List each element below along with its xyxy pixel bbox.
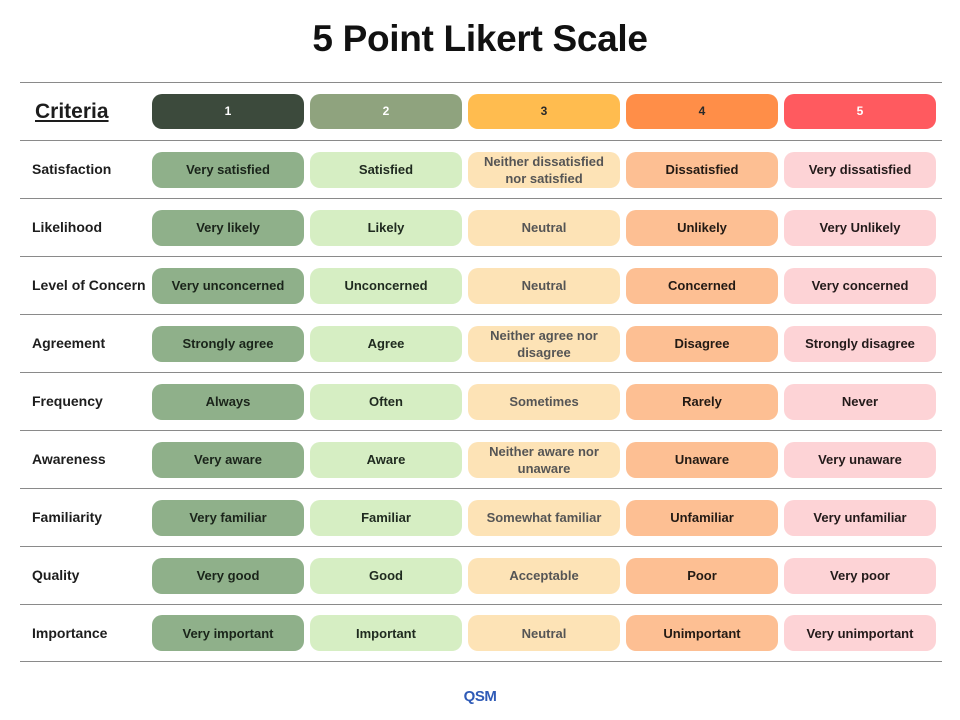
option-cell: Very concerned (784, 267, 936, 304)
row-options: Always Often Sometimes Rarely Never (152, 383, 936, 420)
table-row: Likelihood Very likely Likely Neutral Un… (20, 198, 942, 256)
row-criteria: Awareness (32, 451, 106, 467)
option-cell: Poor (626, 557, 778, 594)
row-criteria: Satisfaction (32, 161, 112, 177)
option-cell: Agree (310, 325, 462, 362)
option-cell: Good (310, 557, 462, 594)
scale-point-3: 3 (468, 94, 620, 129)
option-cell: Unlikely (626, 209, 778, 246)
row-criteria: Frequency (32, 393, 103, 409)
row-criteria: Importance (32, 624, 108, 641)
option-cell: Neither aware nor unaware (468, 441, 620, 478)
option-cell: Likely (310, 209, 462, 246)
row-options: Very aware Aware Neither aware nor unawa… (152, 441, 936, 478)
option-cell: Very unaware (784, 441, 936, 478)
option-cell: Somewhat familiar (468, 499, 620, 536)
option-cell: Very poor (784, 557, 936, 594)
option-cell: Often (310, 383, 462, 420)
option-cell: Familiar (310, 499, 462, 536)
scale-point-2: 2 (310, 94, 462, 129)
row-options: Very unconcerned Unconcerned Neutral Con… (152, 267, 936, 304)
criteria-header: Criteria (35, 100, 109, 123)
option-cell: Very good (152, 557, 304, 594)
scale-point-5: 5 (784, 94, 936, 129)
table-row: Importance Very important Important Neut… (20, 604, 942, 662)
row-options: Very satisfied Satisfied Neither dissati… (152, 151, 936, 188)
row-criteria: Familiarity (32, 509, 103, 525)
table-row: Awareness Very aware Aware Neither aware… (20, 430, 942, 488)
option-cell: Neutral (468, 267, 620, 304)
option-cell: Unaware (626, 441, 778, 478)
option-cell: Neither agree nor disagree (468, 325, 620, 362)
table-row: Level of Concern Very unconcerned Unconc… (20, 256, 942, 314)
option-cell: Disagree (626, 325, 778, 362)
option-cell: Acceptable (468, 557, 620, 594)
page-title: 5 Point Likert Scale (312, 18, 648, 59)
option-cell: Very important (152, 615, 304, 651)
option-cell: Very familiar (152, 499, 304, 536)
scale-header-cells: 1 2 3 4 5 (152, 94, 936, 129)
scale-point-4: 4 (626, 94, 778, 129)
option-cell: Very aware (152, 441, 304, 478)
qsm-logo: QSM (463, 688, 497, 705)
option-cell: Very dissatisfied (784, 151, 936, 188)
option-cell: Neither dissatisfied nor satisfied (468, 151, 620, 188)
option-cell: Unfamiliar (626, 499, 778, 536)
row-criteria: Level of Concern (32, 277, 146, 293)
header-row: Criteria 1 2 3 4 5 (20, 82, 942, 140)
option-cell: Satisfied (310, 151, 462, 188)
option-cell: Aware (310, 441, 462, 478)
option-cell: Very unfamiliar (784, 499, 936, 536)
table-row: Satisfaction Very satisfied Satisfied Ne… (20, 140, 942, 198)
row-criteria: Likelihood (32, 219, 102, 235)
option-cell: Unconcerned (310, 267, 462, 304)
table-row: Quality Very good Good Acceptable Poor V… (20, 546, 942, 604)
table-row: Agreement Strongly agree Agree Neither a… (20, 314, 942, 372)
option-cell: Dissatisfied (626, 151, 778, 188)
option-cell: Sometimes (468, 383, 620, 420)
option-cell: Rarely (626, 383, 778, 420)
option-cell: Very unconcerned (152, 267, 304, 304)
option-cell: Very unimportant (784, 615, 936, 651)
table-row: Familiarity Very familiar Familiar Somew… (20, 488, 942, 546)
option-cell: Neutral (468, 615, 620, 651)
option-cell: Unimportant (626, 615, 778, 651)
option-cell: Concerned (626, 267, 778, 304)
option-cell: Never (784, 383, 936, 420)
option-cell: Very satisfied (152, 151, 304, 188)
row-criteria: Agreement (32, 335, 106, 351)
table-row: Frequency Always Often Sometimes Rarely … (20, 372, 942, 430)
option-cell: Strongly agree (152, 325, 304, 362)
option-cell: Always (152, 383, 304, 420)
row-options: Very likely Likely Neutral Unlikely Very… (152, 209, 936, 246)
row-options: Very good Good Acceptable Poor Very poor (152, 557, 936, 594)
option-cell: Neutral (468, 209, 620, 246)
row-options: Very important Important Neutral Unimpor… (152, 615, 936, 651)
option-cell: Very Unlikely (784, 209, 936, 246)
option-cell: Very likely (152, 209, 304, 246)
row-options: Strongly agree Agree Neither agree nor d… (152, 325, 936, 362)
likert-table: Criteria 1 2 3 4 5 Satisfaction Very sat… (20, 82, 942, 662)
row-criteria: Quality (32, 567, 80, 583)
option-cell: Important (310, 615, 462, 651)
row-options: Very familiar Familiar Somewhat familiar… (152, 499, 936, 536)
scale-point-1: 1 (152, 94, 304, 129)
option-cell: Strongly disagree (784, 325, 936, 362)
